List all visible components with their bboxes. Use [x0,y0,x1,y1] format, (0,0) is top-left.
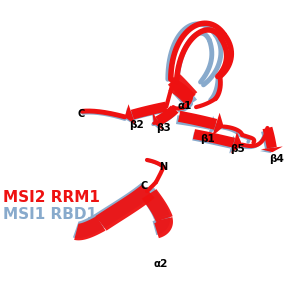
Polygon shape [176,115,212,130]
Polygon shape [260,148,279,153]
Polygon shape [142,189,173,222]
Text: β4: β4 [269,154,284,164]
Polygon shape [74,216,106,240]
Text: β3: β3 [156,123,171,133]
Polygon shape [130,104,164,121]
Polygon shape [94,183,153,228]
Text: N: N [159,162,167,172]
Text: MSI1 RBD1: MSI1 RBD1 [3,207,97,222]
Text: C: C [140,182,148,191]
Polygon shape [261,146,283,152]
Polygon shape [95,185,155,231]
Polygon shape [178,111,217,130]
Polygon shape [153,215,170,235]
Polygon shape [168,74,197,103]
Polygon shape [131,102,167,119]
Polygon shape [152,111,164,131]
Polygon shape [231,132,242,153]
Polygon shape [262,127,277,148]
Polygon shape [154,217,173,238]
Polygon shape [212,113,224,136]
Polygon shape [155,108,176,126]
Text: β1: β1 [201,134,215,144]
Text: β2: β2 [129,120,144,130]
Polygon shape [229,135,239,153]
Text: β5: β5 [230,144,245,154]
Polygon shape [155,106,178,125]
Polygon shape [73,214,104,238]
Text: C: C [77,109,85,119]
Polygon shape [152,114,161,131]
Polygon shape [125,107,135,126]
Polygon shape [173,84,197,108]
Polygon shape [169,79,196,104]
Polygon shape [192,132,232,148]
Text: MSI2 RRM1: MSI2 RRM1 [3,190,100,205]
Polygon shape [125,104,136,125]
Polygon shape [261,130,274,150]
Polygon shape [140,188,170,219]
Text: α1: α1 [178,101,192,111]
Polygon shape [208,116,218,135]
Polygon shape [193,129,235,148]
Text: α2: α2 [153,259,168,269]
